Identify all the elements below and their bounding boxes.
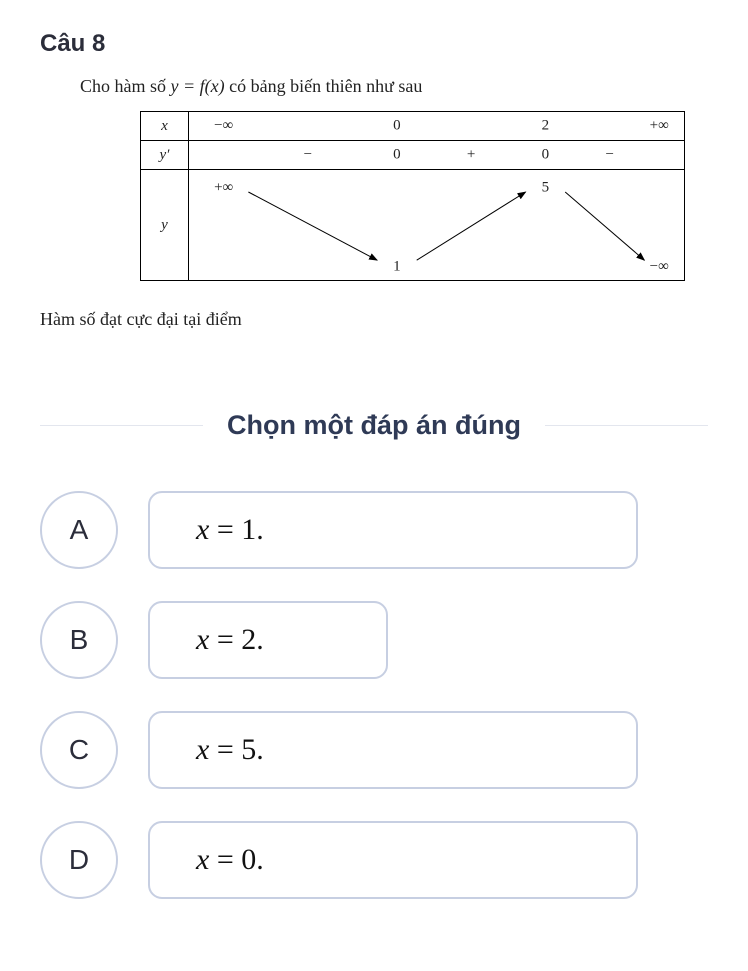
option-eq: = 1. bbox=[209, 513, 263, 546]
question-stem: Cho hàm số y = f(x) có bảng biến thiên n… bbox=[80, 76, 708, 97]
vt-x-value: 2 bbox=[542, 118, 550, 135]
vt-label-y: y bbox=[161, 217, 168, 234]
vt-yprime-value: + bbox=[467, 147, 475, 164]
option-row: Bx = 2. bbox=[40, 601, 708, 679]
question-after: Hàm số đạt cực đại tại điểm bbox=[40, 309, 708, 330]
vt-yprime-value: − bbox=[606, 147, 614, 164]
option-var: x bbox=[196, 733, 209, 766]
vt-label-x: x bbox=[161, 118, 168, 135]
vt-yprime-value: 0 bbox=[542, 147, 550, 164]
vt-x-value: 0 bbox=[393, 118, 401, 135]
stem-math: y = f(x) bbox=[171, 76, 225, 96]
vt-head-x: x bbox=[141, 112, 189, 140]
vt-head-yprime: y′ bbox=[141, 141, 189, 169]
option-letter-c[interactable]: C bbox=[40, 711, 118, 789]
options-list: Ax = 1. Bx = 2. Cx = 5. Dx = 0. bbox=[40, 491, 708, 899]
option-row: Ax = 1. bbox=[40, 491, 708, 569]
question-title: Câu 8 bbox=[40, 30, 708, 58]
stem-suffix: có bảng biến thiên như sau bbox=[229, 76, 422, 96]
option-var: x bbox=[196, 513, 209, 546]
option-box-d[interactable]: x = 0. bbox=[148, 821, 638, 899]
vt-y-value: +∞ bbox=[214, 179, 233, 196]
instruction-row: Chọn một đáp án đúng bbox=[40, 410, 708, 441]
option-letter-a[interactable]: A bbox=[40, 491, 118, 569]
option-eq: = 0. bbox=[209, 843, 263, 876]
vt-head-y: y bbox=[141, 170, 189, 280]
vt-y-value: 1 bbox=[393, 258, 401, 275]
vt-x-value: +∞ bbox=[650, 118, 669, 135]
option-var: x bbox=[196, 623, 209, 656]
instruction-text: Chọn một đáp án đúng bbox=[203, 410, 545, 441]
instruction-divider-right bbox=[545, 425, 708, 426]
option-eq: = 2. bbox=[209, 623, 263, 656]
option-letter-d[interactable]: D bbox=[40, 821, 118, 899]
vt-label-yprime: y′ bbox=[160, 147, 170, 164]
option-box-c[interactable]: x = 5. bbox=[148, 711, 638, 789]
instruction-divider-left bbox=[40, 425, 203, 426]
vt-y-value: 5 bbox=[542, 179, 550, 196]
vt-row-yprime: y′ − 0 +0 − bbox=[141, 141, 684, 170]
variation-arrows bbox=[189, 170, 684, 280]
option-row: Cx = 5. bbox=[40, 711, 708, 789]
vt-y-value: −∞ bbox=[650, 258, 669, 275]
option-box-b[interactable]: x = 2. bbox=[148, 601, 388, 679]
option-eq: = 5. bbox=[209, 733, 263, 766]
variation-table: x −∞ 0 2 +∞ y′ − 0 +0 − y +∞ 1 5 −∞ bbox=[140, 111, 708, 281]
vt-x-value: −∞ bbox=[214, 118, 233, 135]
vt-yprime-value: 0 bbox=[393, 147, 401, 164]
option-box-a[interactable]: x = 1. bbox=[148, 491, 638, 569]
option-letter-b[interactable]: B bbox=[40, 601, 118, 679]
vt-row-y: y +∞ 1 5 −∞ bbox=[141, 170, 684, 280]
vt-row-x: x −∞ 0 2 +∞ bbox=[141, 112, 684, 141]
stem-prefix: Cho hàm số bbox=[80, 76, 171, 96]
vt-yprime-value: − bbox=[304, 147, 312, 164]
option-var: x bbox=[196, 843, 209, 876]
option-row: Dx = 0. bbox=[40, 821, 708, 899]
